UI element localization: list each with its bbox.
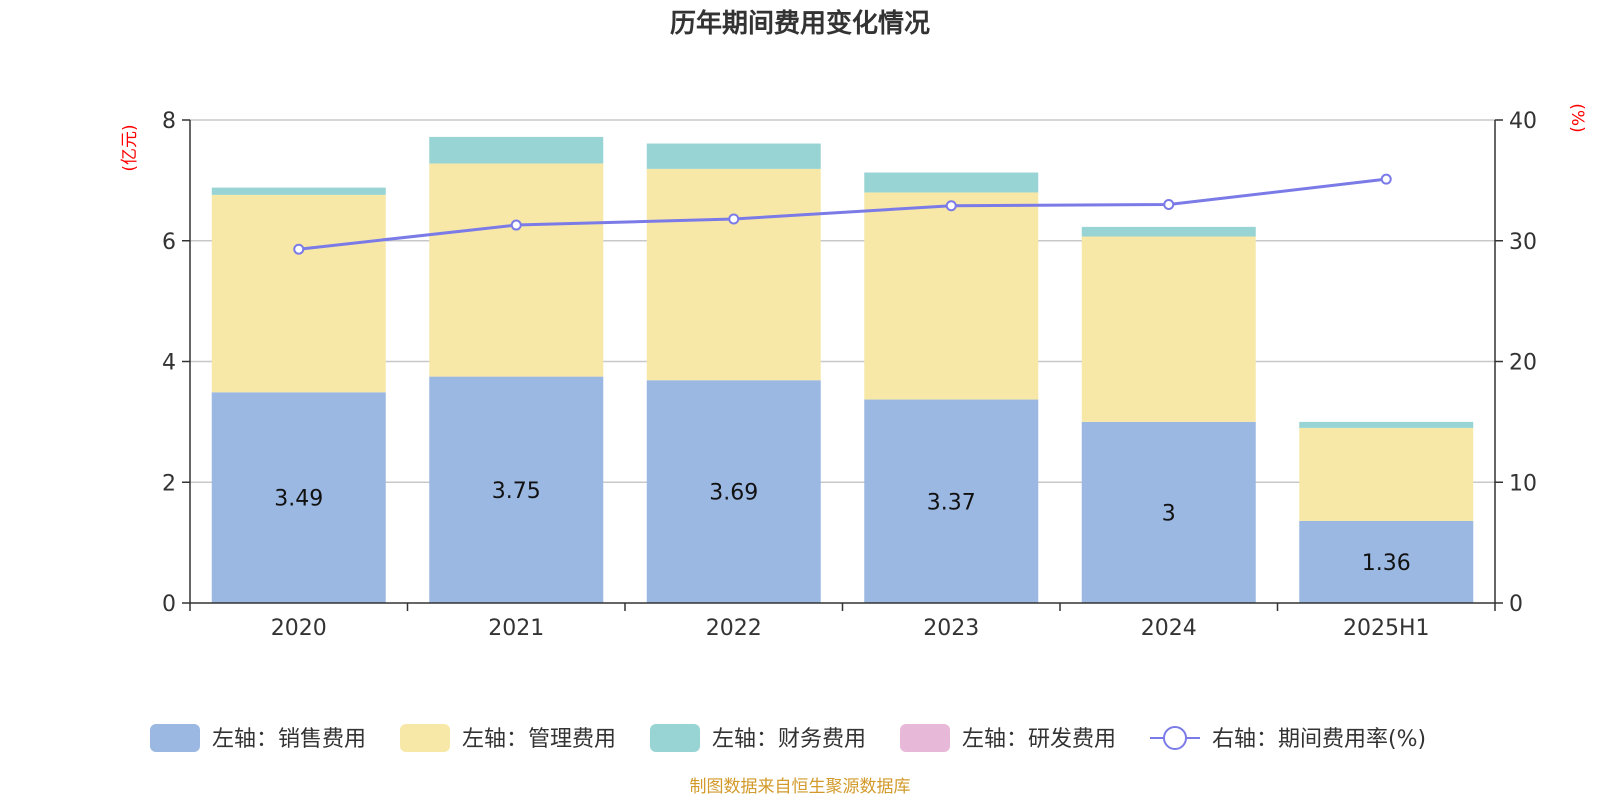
- x-tick-label: 2024: [1141, 616, 1197, 641]
- chart-title: 历年期间费用变化情况: [670, 8, 930, 39]
- left-tick-label: 8: [162, 109, 176, 134]
- right-tick-label: 20: [1509, 351, 1537, 376]
- left-axis-unit: (亿元): [120, 124, 140, 171]
- bar-segment: [1299, 427, 1474, 521]
- rate-line: [298, 177, 1387, 251]
- bar-segment: [1081, 421, 1256, 603]
- right-axis-unit: (%): [1567, 103, 1587, 132]
- source-note: 制图数据来自恒生聚源数据库: [690, 777, 911, 797]
- bar-segment: [864, 192, 1039, 400]
- line-layer: [293, 173, 1392, 255]
- legend-swatch: [400, 724, 450, 752]
- bar-segment: [429, 376, 604, 603]
- bar-segment: [211, 194, 386, 393]
- legend: 左轴：销售费用 左轴：管理费用 左轴：财务费用 左轴：研发费用 右轴：期间费用率(%): [150, 724, 1426, 752]
- rate-point: [510, 219, 522, 231]
- bar-segment: [429, 136, 604, 164]
- rate-point: [1380, 173, 1392, 185]
- bar-data-label: 3: [1162, 501, 1176, 526]
- bar-segment: [429, 163, 604, 377]
- x-tick-label: 2022: [706, 616, 762, 641]
- bar-segment: [211, 392, 386, 603]
- bar-segment: [1299, 520, 1474, 603]
- bar-layer: 3.49 3.75 3.69 3.37 3 1.36: [211, 136, 1474, 603]
- bar-data-label: 3.49: [274, 487, 323, 512]
- legend-swatch: [900, 724, 950, 752]
- bar-segment: [864, 399, 1039, 603]
- left-tick-label: 4: [162, 351, 176, 376]
- bar-segment: [1081, 226, 1256, 237]
- legend-label: 左轴：销售费用: [212, 727, 366, 752]
- left-tick-label: 2: [162, 471, 176, 496]
- x-tick-label: 2020: [271, 616, 327, 641]
- axes: 0 2 4 6 8 0 10 20 30 40 2020 2021 2022 2023 2024 2025H1: [162, 109, 1537, 641]
- bar-data-label: 3.69: [709, 481, 758, 506]
- x-tick-label: 2021: [488, 616, 544, 641]
- x-tick-label: 2023: [923, 616, 979, 641]
- right-tick-label: 30: [1509, 230, 1537, 255]
- legend-label: 左轴：财务费用: [712, 727, 866, 752]
- bar-segment: [646, 143, 821, 169]
- legend-label: 左轴：管理费用: [462, 727, 616, 752]
- bar-segment: [1299, 421, 1474, 428]
- bar-segment: [1081, 236, 1256, 422]
- rate-point: [293, 243, 305, 255]
- legend-marker: [1163, 726, 1187, 750]
- left-tick-label: 6: [162, 230, 176, 255]
- bar-segment: [646, 380, 821, 603]
- x-tick-label: 2025H1: [1343, 616, 1430, 641]
- right-tick-label: 0: [1509, 592, 1523, 617]
- bar-data-label: 3.75: [492, 479, 541, 504]
- right-tick-label: 40: [1509, 109, 1537, 134]
- bar-segment: [646, 168, 821, 381]
- legend-label: 左轴：研发费用: [962, 727, 1116, 752]
- bar-data-label: 3.37: [927, 490, 976, 515]
- bar-data-label: 1.36: [1362, 551, 1411, 576]
- grid-lines: [190, 119, 1495, 483]
- legend-swatch: [650, 724, 700, 752]
- rate-point: [1163, 199, 1175, 211]
- right-tick-label: 10: [1509, 471, 1537, 496]
- left-tick-label: 0: [162, 592, 176, 617]
- legend-label: 右轴：期间费用率(%): [1212, 727, 1426, 752]
- legend-swatch: [150, 724, 200, 752]
- bar-segment: [864, 172, 1039, 193]
- rate-point: [945, 200, 957, 212]
- rate-point: [728, 213, 740, 225]
- bar-segment: [211, 187, 386, 195]
